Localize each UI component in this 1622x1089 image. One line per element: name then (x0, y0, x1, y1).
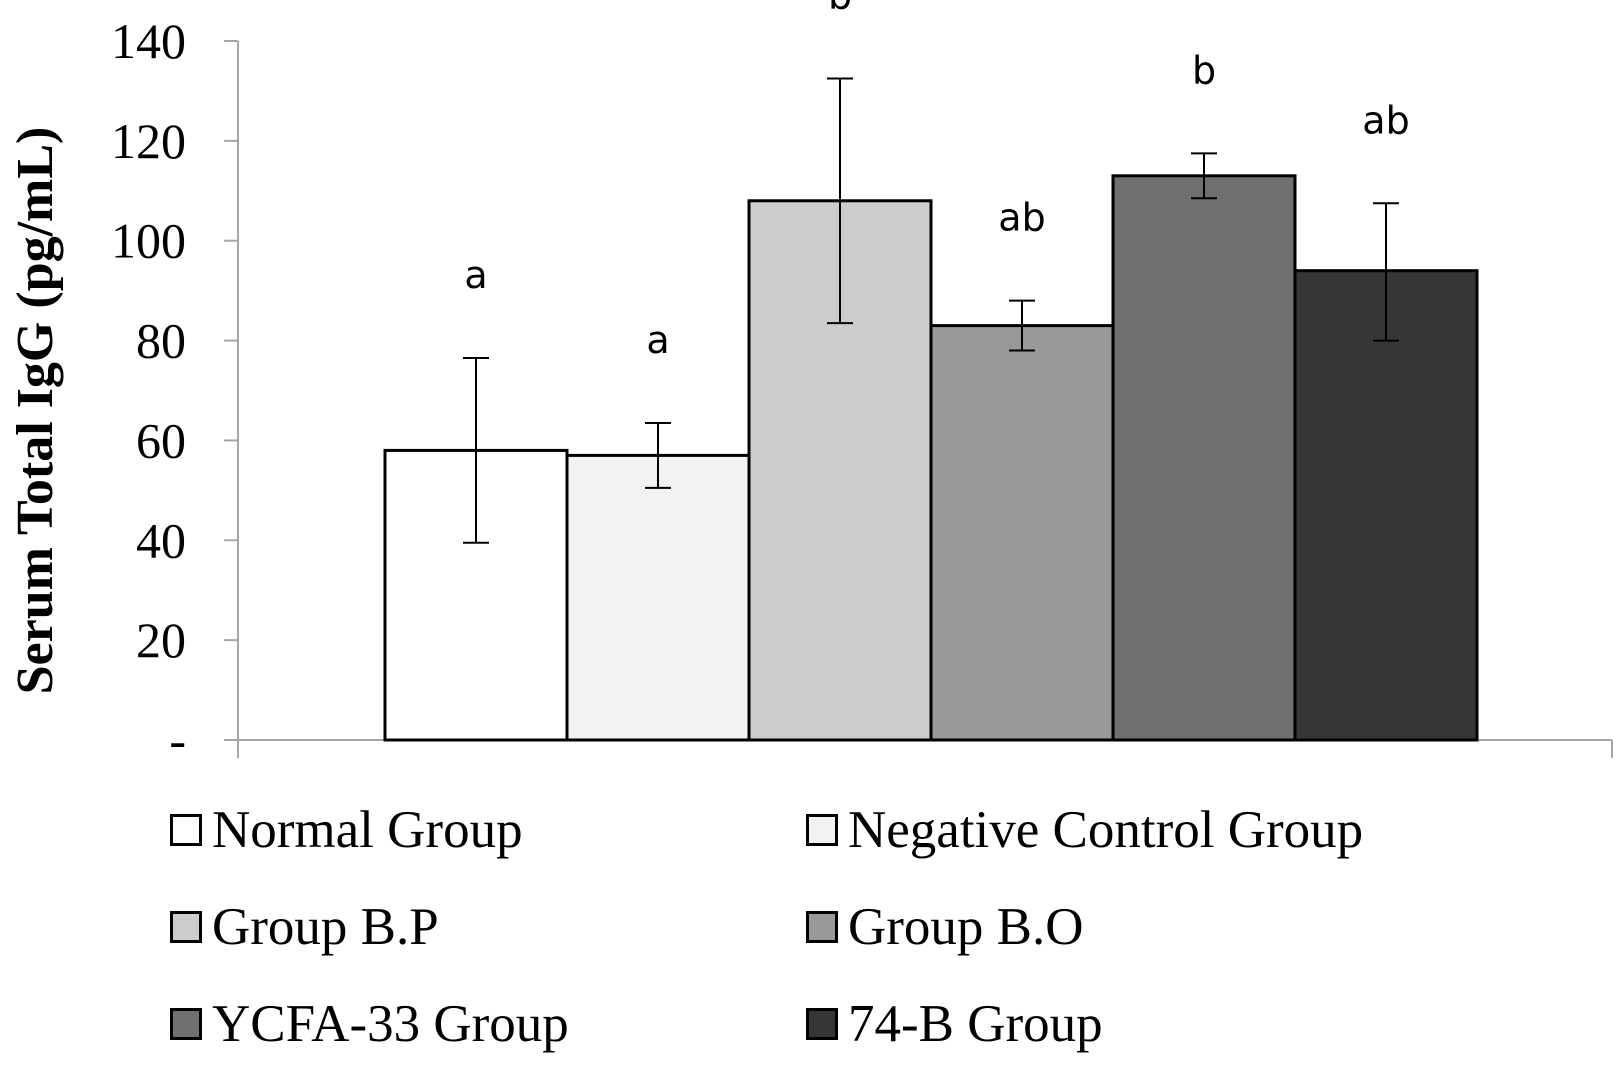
significance-label: a (464, 253, 487, 297)
y-tick-label: 80 (136, 313, 186, 369)
legend-label: Normal Group (212, 801, 523, 859)
y-tick-label: 20 (136, 612, 186, 668)
legend-item: YCFA-33 Group (170, 994, 569, 1054)
legend-item: Group B.P (170, 897, 439, 957)
bar-chart: - 20 40 60 80 100 120 140 Serum Total IgG (pg/m… (7, 0, 1613, 768)
chart-labels: Serum Total IgG (pg/mL)aababbab (7, 0, 1410, 694)
legend-swatch (170, 814, 202, 846)
significance-label: a (646, 318, 669, 362)
legend-label: 74-B Group (848, 995, 1103, 1053)
legend-label: Group B.O (848, 898, 1084, 956)
y-tick-label: 140 (111, 13, 186, 69)
legend-label: YCFA-33 Group (212, 995, 569, 1053)
chart-legend: Normal Group Negative Control Group Group … (170, 800, 1470, 1080)
legend-item: Group B.O (806, 897, 1084, 957)
y-tick-label: - (169, 712, 186, 768)
legend-item: Normal Group (170, 800, 523, 860)
bar (1293, 269, 1479, 742)
legend-swatch (806, 1008, 838, 1040)
y-tick-label: 120 (111, 113, 186, 169)
legend-item: 74-B Group (806, 994, 1103, 1054)
bar (565, 453, 751, 742)
y-tick-label: 40 (136, 512, 186, 568)
chart-bars (383, 77, 1479, 742)
significance-label: ab (1362, 98, 1409, 142)
y-tick-label: 60 (136, 412, 186, 468)
y-axis-title: Serum Total IgG (pg/mL) (7, 127, 64, 695)
legend-item: Negative Control Group (806, 800, 1363, 860)
legend-label: Group B.P (212, 898, 439, 956)
bar (1111, 174, 1297, 742)
significance-label: b (1192, 48, 1216, 92)
legend-label: Negative Control Group (848, 801, 1364, 859)
legend-swatch (170, 911, 202, 943)
chart-axes: - 20 40 60 80 100 120 140 (111, 13, 1613, 768)
y-tick-label: 100 (111, 213, 186, 269)
significance-label: b (828, 0, 852, 17)
significance-label: ab (998, 196, 1045, 240)
legend-swatch (806, 911, 838, 943)
legend-swatch (170, 1008, 202, 1040)
bar (929, 324, 1115, 742)
legend-swatch (806, 814, 838, 846)
